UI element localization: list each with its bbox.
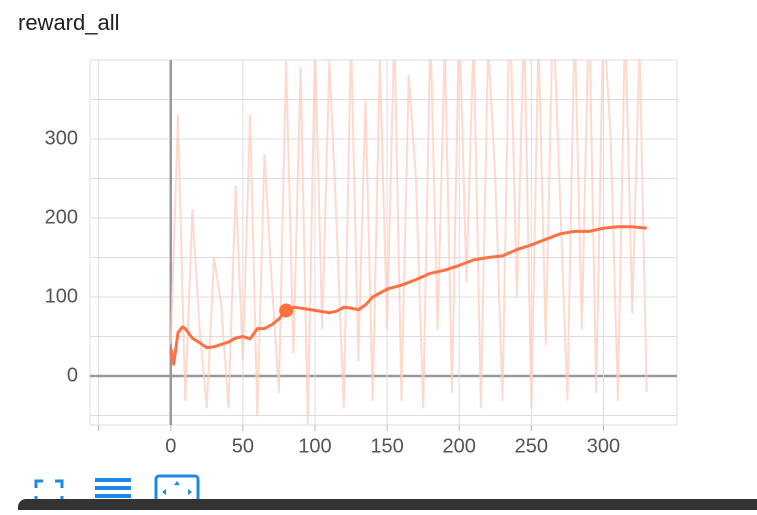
y-tick-label: 300 bbox=[45, 127, 78, 149]
x-tick-label: 200 bbox=[443, 435, 476, 457]
bottom-bar bbox=[18, 499, 757, 515]
x-tick-label: 0 bbox=[165, 435, 176, 457]
y-tick-label: 200 bbox=[45, 206, 78, 228]
x-tick-label: 100 bbox=[298, 435, 331, 457]
chart-title: reward_all bbox=[18, 10, 120, 35]
x-tick-label: 50 bbox=[232, 435, 254, 457]
x-tick-label: 250 bbox=[515, 435, 548, 457]
x-tick-label: 300 bbox=[587, 435, 620, 457]
y-tick-label: 0 bbox=[67, 364, 78, 386]
highlight-point bbox=[279, 303, 294, 318]
y-tick-label: 100 bbox=[45, 285, 78, 307]
smoothed-line bbox=[169, 225, 647, 366]
plot-frame bbox=[89, 59, 678, 426]
raw-line bbox=[169, 60, 648, 425]
x-tick-label: 150 bbox=[370, 435, 403, 457]
fullscreen-button[interactable] bbox=[34, 479, 64, 505]
lines bbox=[169, 60, 648, 425]
